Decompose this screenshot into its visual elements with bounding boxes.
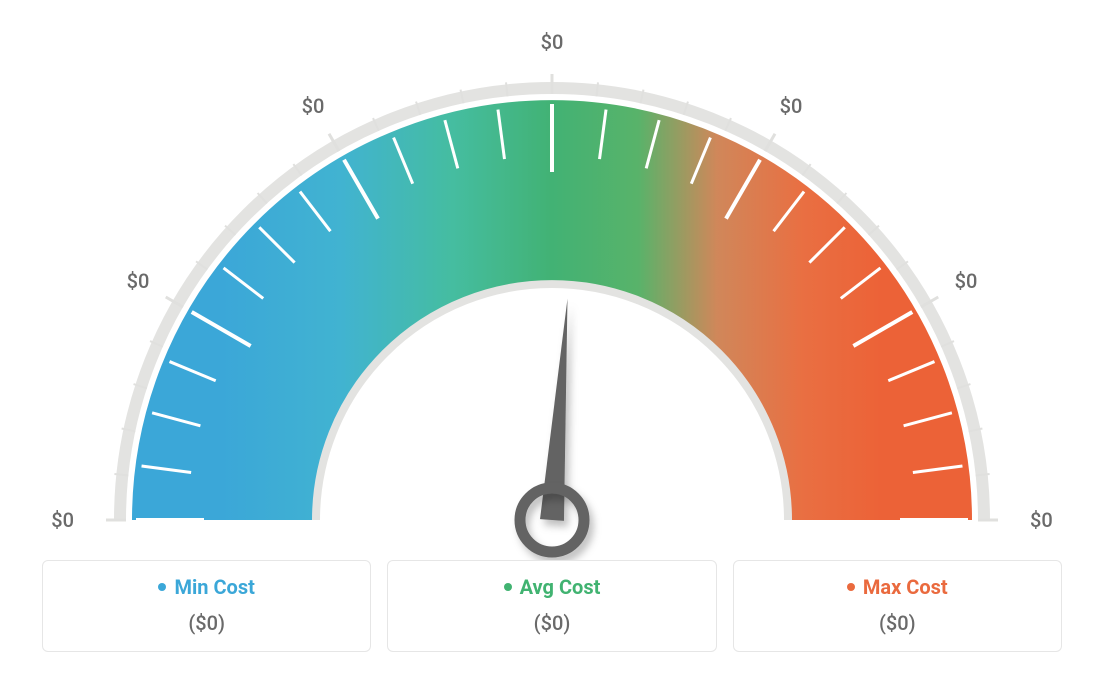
legend-value-max: ($0)	[879, 611, 916, 635]
legend-dot-avg	[504, 583, 512, 591]
legend-card-min: Min Cost ($0)	[42, 560, 371, 652]
legend-card-avg: Avg Cost ($0)	[387, 560, 716, 652]
legend-card-max: Max Cost ($0)	[733, 560, 1062, 652]
gauge-tick-label: $0	[1030, 508, 1053, 532]
legend-title-avg: Avg Cost	[520, 575, 601, 599]
legend-value-min: ($0)	[188, 611, 225, 635]
legend-dot-min	[158, 583, 166, 591]
gauge-chart: $0 $0 $0 $0 $0 $0 $0	[0, 0, 1104, 560]
legend-title-max: Max Cost	[863, 575, 948, 599]
gauge-tick-label: $0	[127, 269, 150, 293]
gauge-container: $0 $0 $0 $0 $0 $0 $0	[0, 0, 1104, 560]
gauge-tick-label: $0	[51, 508, 74, 532]
gauge-tick-label: $0	[302, 94, 325, 118]
gauge-tick-label: $0	[780, 94, 803, 118]
gauge-tick-label: $0	[541, 30, 564, 54]
legend-value-avg: ($0)	[534, 611, 571, 635]
legend-dot-max	[847, 583, 855, 591]
legend-row: Min Cost ($0) Avg Cost ($0) Max Cost ($0…	[22, 560, 1082, 666]
legend-title-min: Min Cost	[174, 575, 254, 599]
gauge-tick-label: $0	[955, 269, 978, 293]
